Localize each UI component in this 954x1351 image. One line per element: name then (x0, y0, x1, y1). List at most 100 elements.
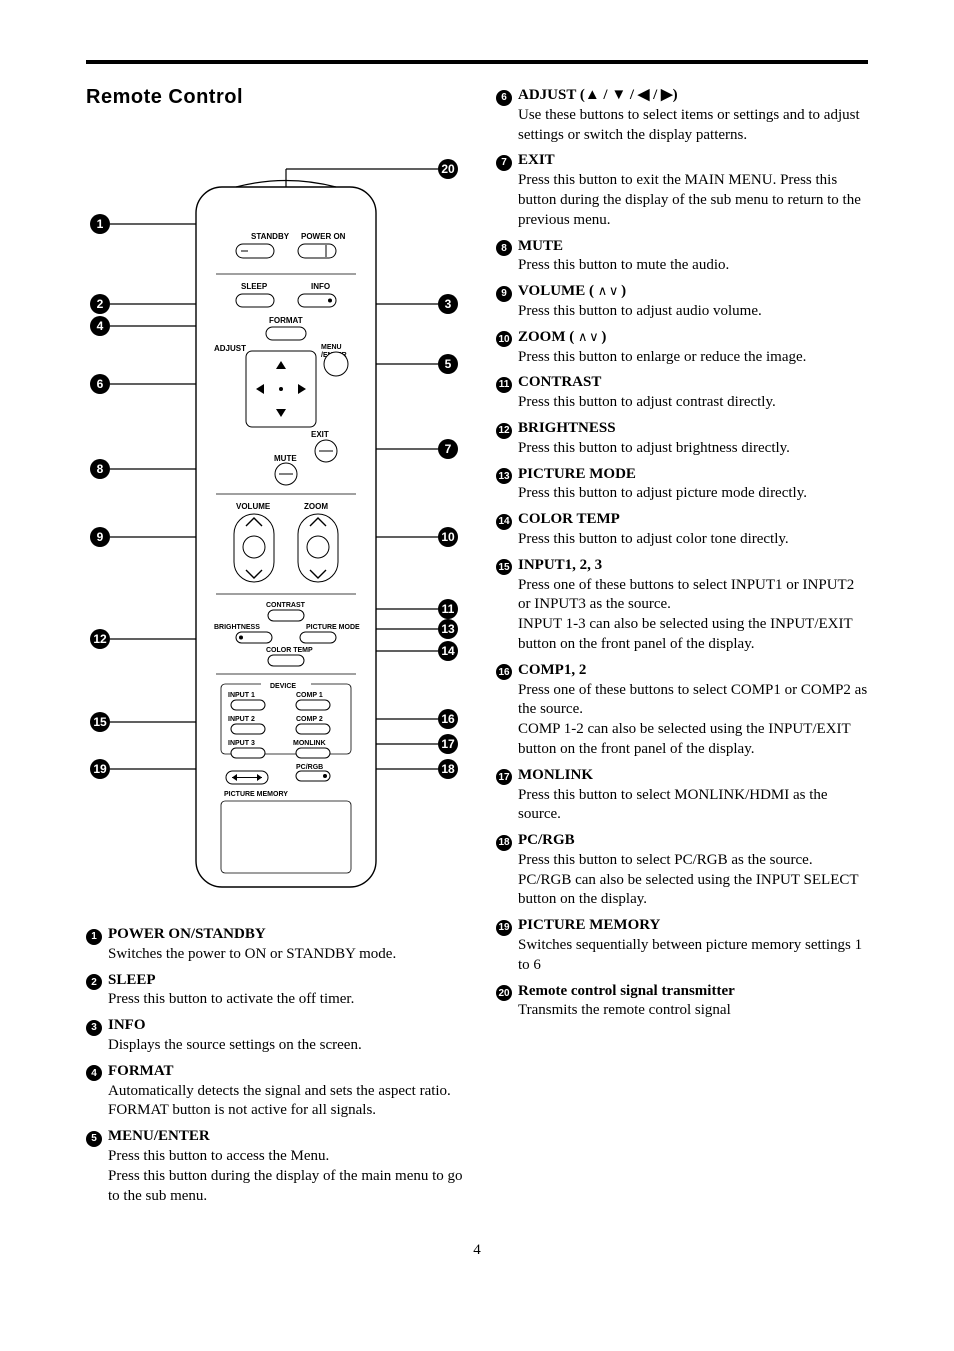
item-num: 19 (496, 920, 512, 936)
item-label: MUTE (518, 237, 563, 257)
callout-11: 11 (438, 599, 458, 619)
item-label: PICTURE MODE (518, 465, 636, 485)
item-label: EXIT (518, 151, 555, 171)
item-7: 7 EXITPress this button to exit the MAIN … (496, 151, 868, 230)
item-desc: Press one of these buttons to select INP… (518, 576, 868, 655)
item-14: 14 COLOR TEMPPress this button to adjust … (496, 510, 868, 550)
left-items: 1POWER ON/STANDBYSwitches the power to O… (86, 925, 466, 1206)
callout-13: 13 (438, 619, 458, 639)
item-desc: Press this button to adjust contrast dir… (518, 393, 868, 413)
columns: Remote Control (86, 86, 868, 1212)
callout-20: 20 (438, 159, 458, 179)
callout-2: 2 (90, 294, 110, 314)
item-num: 18 (496, 835, 512, 851)
item-8: 8MUTEPress this button to mute the audio… (496, 237, 868, 277)
item-19: 19PICTURE MEMORYSwitches sequentially be… (496, 916, 868, 975)
item-num: 6 (496, 90, 512, 106)
item-5: 5 MENU/ENTERPress this button to access t… (86, 1127, 466, 1206)
item-label: COLOR TEMP (518, 510, 620, 530)
item-label: INFO (108, 1016, 146, 1036)
item-desc: Press one of these buttons to select COM… (518, 681, 868, 760)
item-12: 12BRIGHTNESSPress this button to adjust … (496, 419, 868, 459)
item-label: ZOOM ( ∧ ∨ ) (518, 328, 606, 348)
item-15: 15 INPUT1, 2, 3Press one of these buttons… (496, 556, 868, 655)
svg-text:ZOOM: ZOOM (304, 502, 328, 511)
svg-text:VOLUME: VOLUME (236, 502, 271, 511)
item-label: CONTRAST (518, 373, 601, 393)
callout-6: 6 (90, 374, 110, 394)
svg-text:CONTRAST: CONTRAST (266, 602, 306, 609)
lbl-standby: STANDBY (251, 232, 290, 241)
item-desc: Press this button to adjust audio volume… (518, 302, 868, 322)
svg-text:INPUT 2: INPUT 2 (228, 716, 255, 723)
callout-3: 3 (438, 294, 458, 314)
item-desc: Press this button to select MONLINK/HDMI… (518, 786, 868, 826)
item-desc: Automatically detects the signal and set… (108, 1082, 466, 1122)
item-num: 1 (86, 929, 102, 945)
item-desc: Press this button to select PC/RGB as th… (518, 851, 868, 910)
item-label: SLEEP (108, 971, 156, 991)
callout-9: 9 (90, 527, 110, 547)
item-16: 16 COMP1, 2Press one of these buttons to … (496, 661, 868, 760)
item-desc: Displays the source settings on the scre… (108, 1036, 466, 1056)
svg-text:MUTE: MUTE (274, 454, 297, 463)
item-desc: Press this button to adjust color tone d… (518, 530, 868, 550)
section-title: Remote Control (86, 86, 466, 109)
svg-text:BRIGHTNESS: BRIGHTNESS (214, 624, 260, 631)
item-desc: Press this button to access the Menu.Pre… (108, 1147, 466, 1206)
item-label: MENU/ENTER (108, 1127, 210, 1147)
callout-17: 17 (438, 734, 458, 754)
callout-15: 15 (90, 712, 110, 732)
item-num: 3 (86, 1020, 102, 1036)
item-label: MONLINK (518, 766, 593, 786)
item-9: 9VOLUME ( ∧ ∨ )Press this button to adju… (496, 282, 868, 322)
item-20: 20Remote control signal transmitterTrans… (496, 982, 868, 1022)
item-num: 10 (496, 331, 512, 347)
page-number: 4 (86, 1212, 868, 1259)
svg-text:FORMAT: FORMAT (269, 316, 303, 325)
item-num: 15 (496, 559, 512, 575)
item-13: 13PICTURE MODEPress this button to adjus… (496, 465, 868, 505)
item-desc: Press this button to activate the off ti… (108, 990, 466, 1010)
svg-text:COMP 1: COMP 1 (296, 692, 323, 699)
item-17: 17MONLINKPress this button to select MON… (496, 766, 868, 825)
item-num: 4 (86, 1065, 102, 1081)
item-desc: Press this button to adjust brightness d… (518, 439, 868, 459)
svg-text:INPUT 1: INPUT 1 (228, 692, 255, 699)
item-num: 13 (496, 468, 512, 484)
svg-text:MENU: MENU (321, 344, 342, 351)
svg-text:PICTURE MODE: PICTURE MODE (306, 624, 360, 631)
callout-14: 14 (438, 641, 458, 661)
item-num: 12 (496, 423, 512, 439)
lbl-poweron: POWER ON (301, 232, 346, 241)
item-num: 7 (496, 155, 512, 171)
item-desc: Press this button to exit the MAIN MENU.… (518, 171, 868, 230)
item-desc: Press this button to enlarge or reduce t… (518, 348, 868, 368)
item-label: COMP1, 2 (518, 661, 586, 681)
svg-text:DEVICE: DEVICE (270, 683, 296, 690)
item-num: 16 (496, 664, 512, 680)
item-num: 20 (496, 985, 512, 1001)
callout-19: 19 (90, 759, 110, 779)
svg-text:COMP 2: COMP 2 (296, 716, 323, 723)
svg-text:PICTURE MEMORY: PICTURE MEMORY (224, 791, 288, 798)
item-num: 14 (496, 514, 512, 530)
svg-text:ADJUST: ADJUST (214, 344, 246, 353)
item-label: INPUT1, 2, 3 (518, 556, 602, 576)
svg-text:COLOR TEMP: COLOR TEMP (266, 647, 313, 654)
callout-18: 18 (438, 759, 458, 779)
item-num: 9 (496, 286, 512, 302)
item-label: FORMAT (108, 1062, 174, 1082)
top-rule (86, 60, 868, 64)
item-label: Remote control signal transmitter (518, 982, 735, 1002)
svg-text:SLEEP: SLEEP (241, 282, 268, 291)
callout-16: 16 (438, 709, 458, 729)
item-10: 10 ZOOM ( ∧ ∨ )Press this button to enlar… (496, 328, 868, 368)
right-column: 6ADJUST (▲ / ▼ / ◀ / ▶)Use these buttons… (496, 86, 868, 1212)
item-label: ADJUST (▲ / ▼ / ◀ / ▶) (518, 86, 678, 106)
item-num: 5 (86, 1131, 102, 1147)
svg-text:INFO: INFO (311, 282, 330, 291)
remote-illustration: STANDBY POWER ON SLEEP INFO FORMAT A (86, 139, 466, 899)
svg-text:INPUT 3: INPUT 3 (228, 740, 255, 747)
callout-7: 7 (438, 439, 458, 459)
